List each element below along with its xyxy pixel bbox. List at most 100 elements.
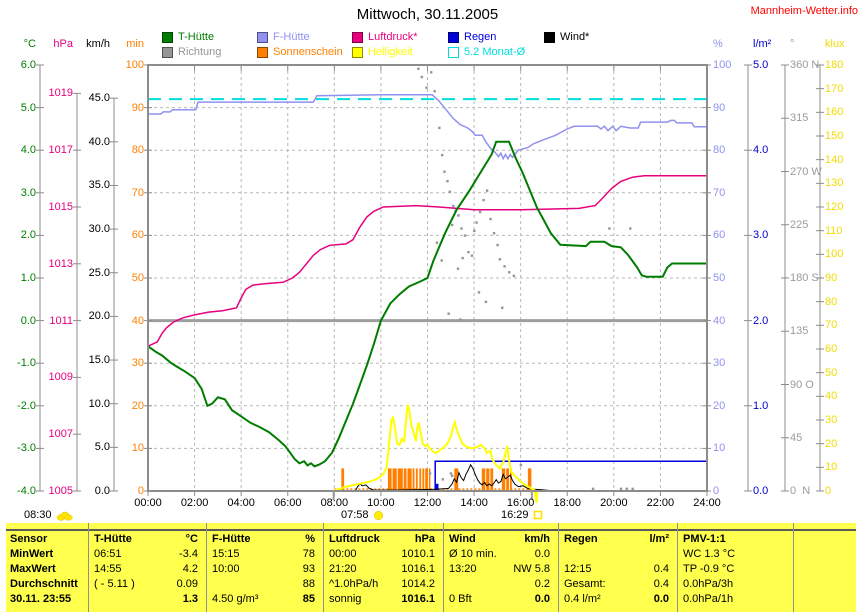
min-axis-tick-label: 0 xyxy=(137,485,144,497)
x-axis-tick-label: 08:00 xyxy=(320,497,349,509)
table-cell-text: 06:51 xyxy=(94,548,122,560)
klux-axis-tick-label: 180 xyxy=(825,59,844,71)
table-header-name: Regen xyxy=(564,533,598,545)
direction-dot xyxy=(496,243,499,247)
min-axis-tick-label: 30 xyxy=(131,357,144,370)
legend-label: Regen xyxy=(464,31,497,43)
direction-dot xyxy=(460,227,463,230)
table-cell-text: 12:15 xyxy=(564,563,592,575)
table-header-unit: °C xyxy=(185,533,198,545)
table-column-separator xyxy=(88,523,89,612)
direction-dot xyxy=(443,170,446,173)
table-cell-value: 0.4 xyxy=(653,563,669,575)
temp-axis-tick-label: -4.0 xyxy=(17,485,36,497)
kmh-axis-tick-label: 5.0 xyxy=(94,441,110,454)
sunshine-bar xyxy=(387,468,392,491)
sunshine-bar xyxy=(415,468,418,491)
lm2-axis-tick-label: 5.0 xyxy=(753,59,769,71)
sunshine-bar xyxy=(454,468,459,491)
legend-swatch xyxy=(162,46,173,58)
table-cell-text: 13:20 xyxy=(449,563,477,575)
legend-label: Wind* xyxy=(560,31,590,43)
cloud-icon xyxy=(56,511,73,521)
min-axis-tick-label: 100 xyxy=(125,59,144,71)
kmh-axis-tick-label: 15.0 xyxy=(88,354,110,367)
min-axis-unit: min xyxy=(126,38,144,50)
table-cell-text: 0 Bft xyxy=(449,593,472,605)
direction-dot xyxy=(463,234,467,237)
sunshine-bar xyxy=(428,468,431,491)
site-link[interactable]: Mannheim-Wetter.info xyxy=(750,5,858,17)
table-cell-text: ( - 5.11 ) xyxy=(94,578,135,590)
table-cell-value: 1010.1 xyxy=(401,548,435,560)
x-axis-tick-label: 04:00 xyxy=(227,497,255,509)
hum-axis-tick-label: 80 xyxy=(713,144,726,157)
klux-axis-tick-label: 20 xyxy=(825,437,838,450)
table-cell-text: Gesamt: xyxy=(564,578,606,590)
table-cell-text: 4.50 g/m³ xyxy=(212,593,259,605)
deg-axis-tick-label: 0 N xyxy=(790,485,811,497)
direction-dot xyxy=(608,227,611,230)
table-cell-text: 15:15 xyxy=(212,548,240,560)
direction-dot xyxy=(489,217,492,221)
press-axis-tick-label: 1017 xyxy=(48,144,73,157)
direction-dot xyxy=(482,198,485,202)
table-row-label: MaxWert xyxy=(10,563,56,575)
table-cell-value: 0.4 xyxy=(653,578,669,590)
kmh-axis-tick-label: 40.0 xyxy=(88,135,110,148)
legend-item-richtung: Richtung xyxy=(162,46,221,58)
lm2-axis-tick-label: 3.0 xyxy=(753,229,769,242)
hum-axis-tick-label: 40 xyxy=(713,314,726,327)
hum-axis-tick-label: 60 xyxy=(713,229,726,242)
kmh-axis-tick-label: 35.0 xyxy=(88,179,110,192)
klux-axis-tick-label: 140 xyxy=(825,153,844,166)
klux-axis-tick-label: 40 xyxy=(825,390,838,403)
direction-dot xyxy=(429,71,433,74)
min-axis-tick-label: 80 xyxy=(131,144,144,157)
legend-label: F-Hütte xyxy=(273,31,310,43)
x-axis-tick-label: 00:00 xyxy=(134,497,162,509)
hum-axis-unit: % xyxy=(713,38,723,50)
direction-dot xyxy=(591,487,595,491)
legend-label: Sonnenschein xyxy=(273,46,343,58)
direction-dot xyxy=(417,67,420,70)
deg-axis-tick-label: 360 N xyxy=(790,59,820,71)
series-luftdruck xyxy=(147,175,707,347)
press-axis-tick-label: 1015 xyxy=(48,201,73,213)
direction-dot xyxy=(477,291,481,294)
temp-axis-tick-label: -3.0 xyxy=(17,442,36,455)
press-axis-tick-label: 1005 xyxy=(48,485,73,497)
table-cell-text: 0.4 l/m² xyxy=(564,593,601,605)
table-cell-value: 1016.1 xyxy=(401,593,435,605)
lm2-axis-tick-label: 1.0 xyxy=(753,399,769,412)
table-cell-value: -3.4 xyxy=(179,548,198,560)
table-cell-value: 78 xyxy=(302,548,315,560)
min-axis-tick-label: 70 xyxy=(131,186,144,199)
table-header-sensor: Sensor xyxy=(10,533,48,545)
klux-axis-tick-label: 130 xyxy=(825,177,844,190)
min-axis-tick-label: 90 xyxy=(131,101,144,114)
direction-dot xyxy=(449,472,453,475)
temp-axis-tick-label: 5.0 xyxy=(20,101,36,114)
table-header-name: Wind xyxy=(449,533,476,545)
klux-axis-tick-label: 150 xyxy=(825,130,844,142)
sunshine-bar xyxy=(486,468,490,491)
summary-table: Sensor T-Hütte °C F-Hütte% Luftdruck hPa Wind k… xyxy=(6,523,856,612)
hum-axis-tick-label: 50 xyxy=(713,272,726,284)
direction-dot xyxy=(428,472,432,475)
table-cell-text: WC 1.3 °C xyxy=(683,548,736,560)
direction-dot xyxy=(452,204,455,208)
direction-dot xyxy=(503,265,506,268)
table-column-separator xyxy=(323,523,324,612)
press-axis-unit: hPa xyxy=(53,38,73,50)
legend-item-5-2-monat-: 5.2 Monat-Ø xyxy=(448,46,525,58)
table-header-unit: % xyxy=(305,533,315,545)
klux-axis-tick-label: 170 xyxy=(825,82,844,95)
direction-dot xyxy=(485,189,489,192)
legend-swatch xyxy=(448,31,459,43)
direction-dot xyxy=(448,190,452,194)
direction-dot xyxy=(433,90,436,93)
table-top-rule xyxy=(6,529,856,531)
klux-axis-tick-label: 90 xyxy=(825,272,838,284)
